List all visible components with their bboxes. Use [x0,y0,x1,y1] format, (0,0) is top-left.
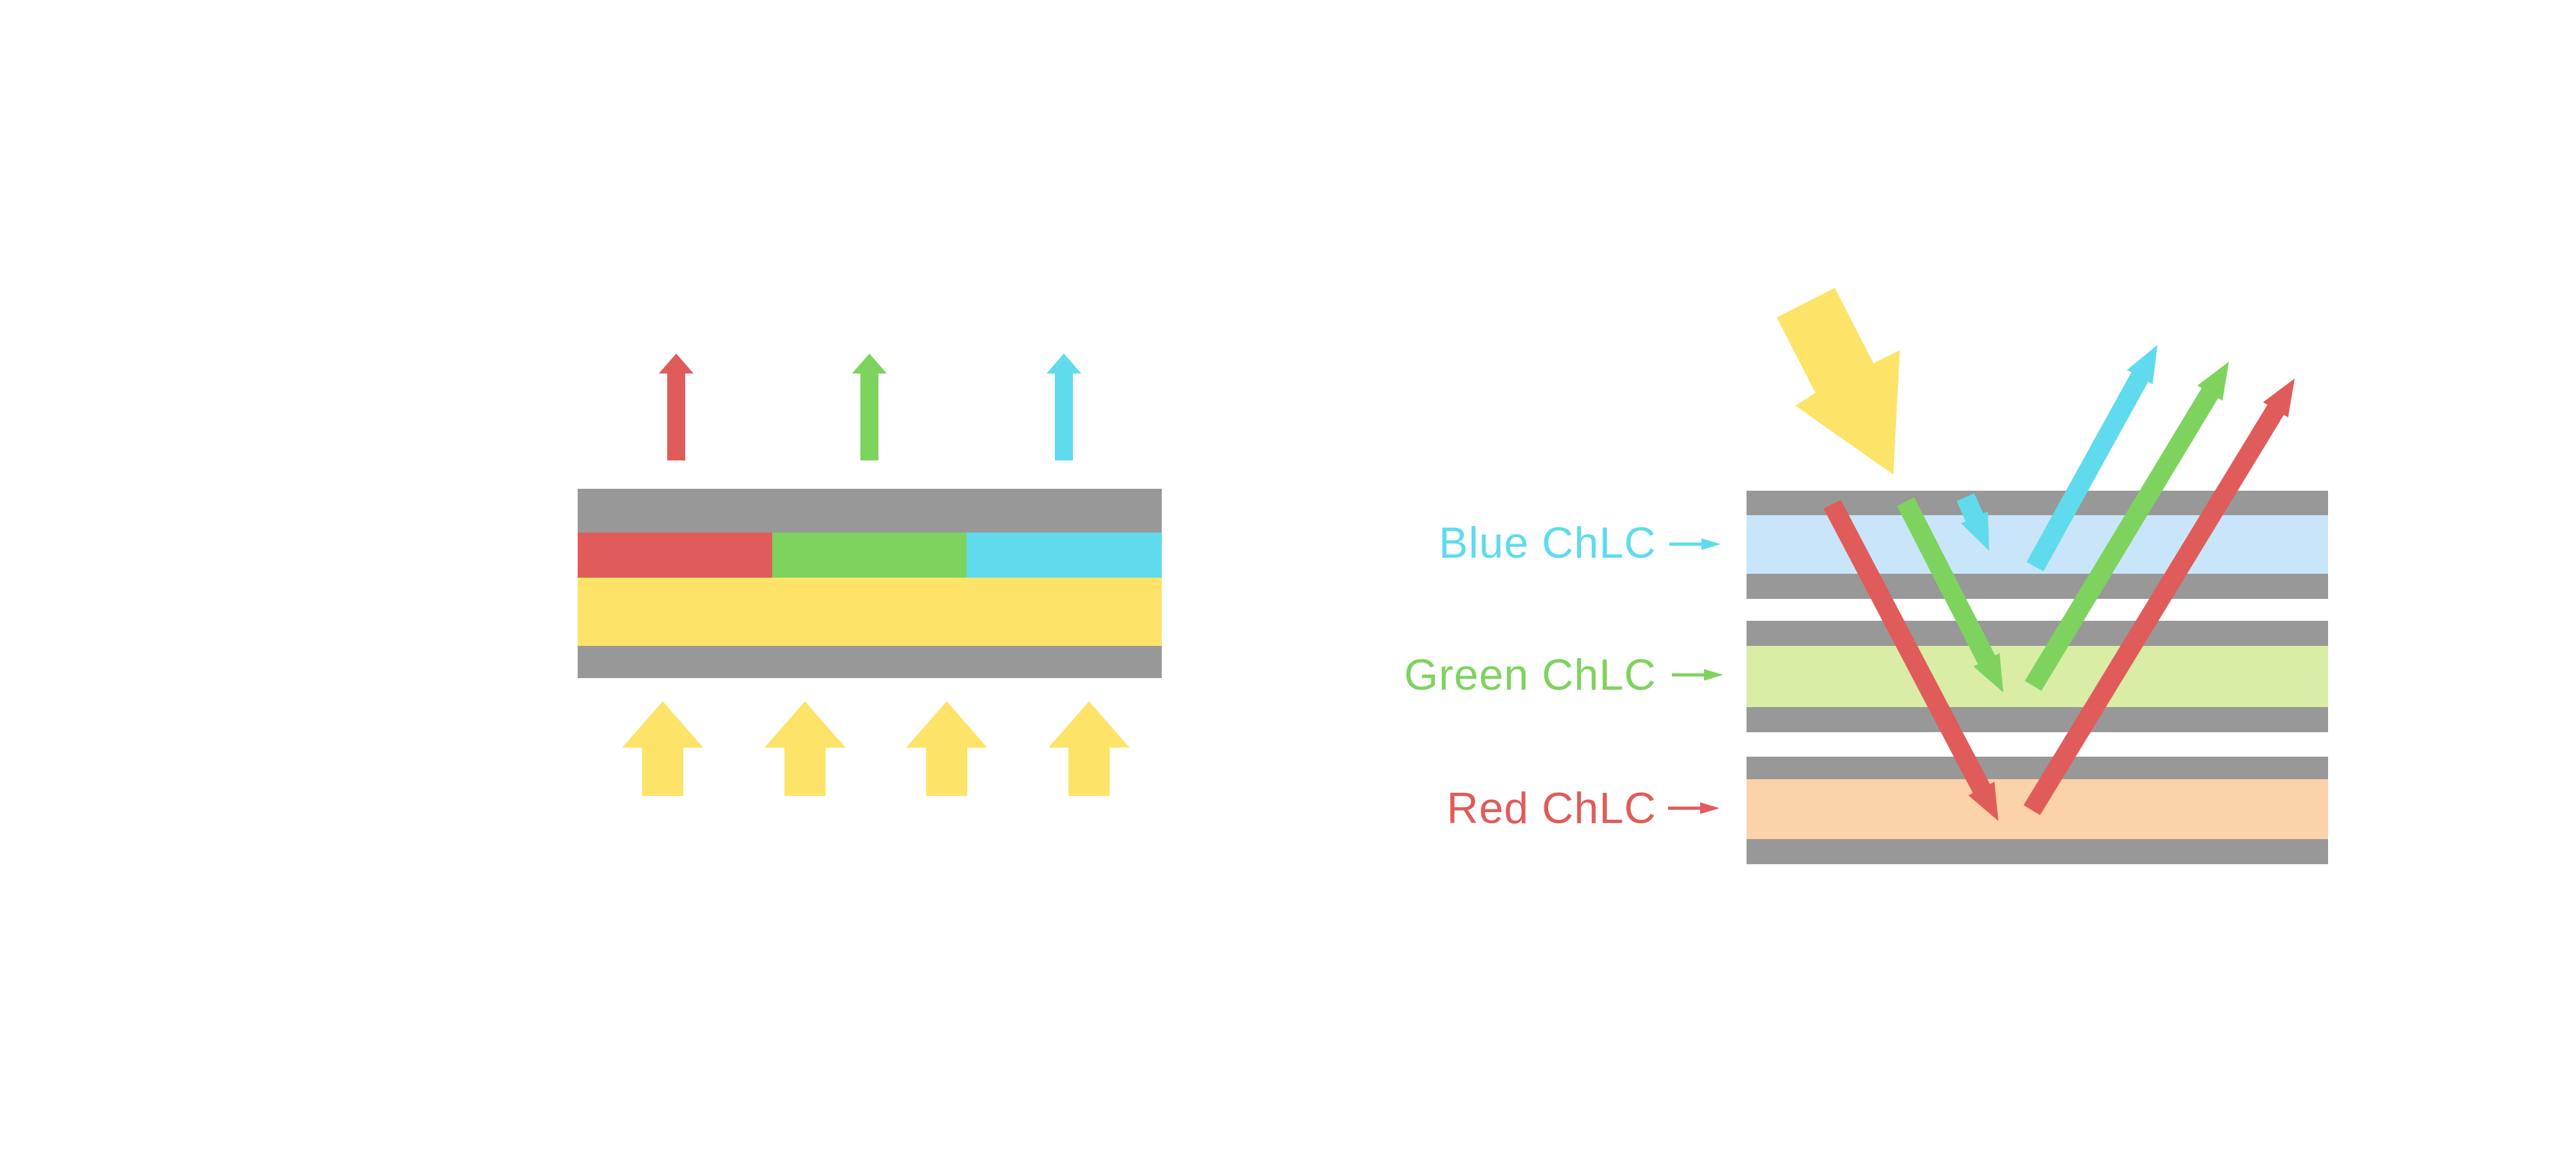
green-emission-up-arrow-icon [852,354,887,460]
blue-module-bottom-substrate [1747,574,2328,599]
bottom-substrate-layer [578,646,1162,678]
red-module-bottom-substrate [1747,839,2328,864]
incident-light-down-arrow-icon [1777,288,1900,475]
backlight-up-arrow-icon [1048,701,1130,796]
backlight-layer [578,578,1162,646]
red-chlc-label: Red ChLC [1447,784,1657,833]
right-diagram-chlc-stack: Blue ChLC Green ChLC Red ChLC [1404,288,2328,864]
green-reflected-ray-arrow [2025,361,2229,691]
red-incoming-ray-arrow [1823,500,1999,821]
cyan-subpixel-segment [967,533,1162,578]
backlight-up-arrow-icon [622,701,703,796]
cyan-reflected-ray-arrow [2026,345,2158,572]
left-diagram-emissive-stack [578,354,1162,796]
backlight-up-arrow-icon [906,701,987,796]
blue-chlc-label-group: Blue ChLC [1439,518,1721,567]
cyan-emission-up-arrow-icon [1046,354,1081,460]
top-substrate-layer [578,489,1162,533]
red-module-top-substrate [1747,757,2328,779]
cyan-incoming-ray-arrow [1956,493,1989,551]
green-incoming-ray-arrow [1897,497,2003,693]
red-subpixel-segment [578,533,772,578]
red-chlc-label-group: Red ChLC [1447,784,1719,833]
green-module-bottom-substrate [1747,707,2328,732]
backlight-up-arrow-icon [764,701,846,796]
green-module-top-substrate [1747,621,2328,646]
blue-chlc-label: Blue ChLC [1439,518,1656,567]
green-chlc-label-group: Green ChLC [1404,650,1723,699]
red-emission-up-arrow-icon [659,354,694,460]
green-chlc-label: Green ChLC [1404,650,1656,699]
red-reflected-ray-arrow [2023,378,2295,815]
green-subpixel-segment [772,533,967,578]
